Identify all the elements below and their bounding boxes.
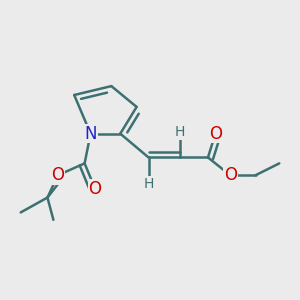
Text: O: O xyxy=(51,166,64,184)
Text: O: O xyxy=(224,166,237,184)
Text: N: N xyxy=(84,125,97,143)
Text: H: H xyxy=(175,125,185,139)
Text: O: O xyxy=(209,125,222,143)
Text: H: H xyxy=(143,177,154,191)
Text: O: O xyxy=(88,180,101,198)
